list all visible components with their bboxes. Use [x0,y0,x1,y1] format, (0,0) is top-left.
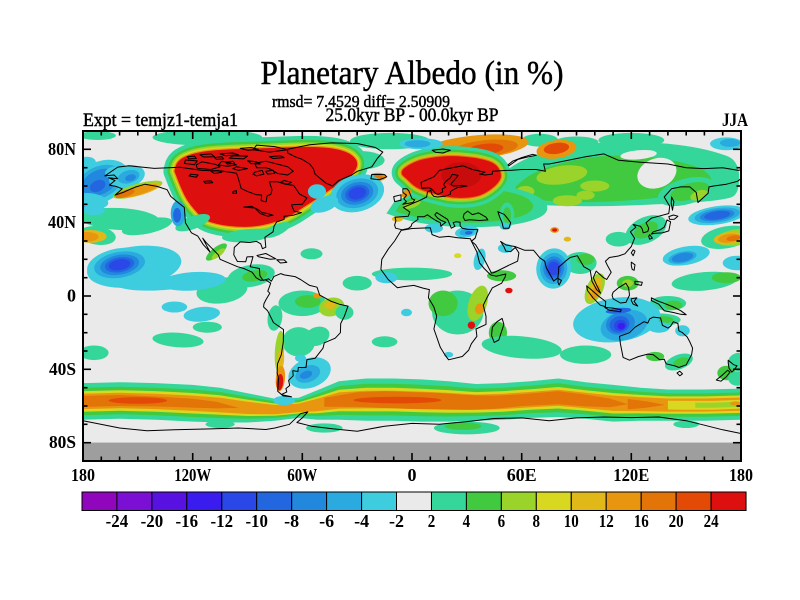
svg-text:12: 12 [599,511,614,531]
svg-text:80S: 80S [49,432,76,452]
svg-text:25.0kyr BP - 00.0kyr BP: 25.0kyr BP - 00.0kyr BP [326,105,499,126]
svg-text:-4: -4 [354,511,369,531]
svg-text:180: 180 [729,465,753,485]
svg-text:2: 2 [428,511,436,531]
svg-text:-10: -10 [245,511,268,531]
svg-text:60W: 60W [287,465,317,485]
svg-text:40N: 40N [48,212,76,232]
svg-text:60E: 60E [507,465,537,485]
svg-text:20: 20 [669,511,684,531]
svg-text:rmsd= 7.4529 diff= 2.50909: rmsd= 7.4529 diff= 2.50909 [272,92,450,111]
svg-text:JJA: JJA [722,110,748,131]
svg-text:-20: -20 [141,511,164,531]
svg-text:80N: 80N [48,139,76,159]
svg-text:120W: 120W [174,465,211,485]
svg-text:Planetary Albedo (in %): Planetary Albedo (in %) [261,55,564,92]
svg-text:4: 4 [463,511,471,531]
svg-text:24: 24 [704,511,719,531]
svg-text:-12: -12 [211,511,234,531]
svg-text:180: 180 [71,465,95,485]
svg-text:40S: 40S [49,359,76,379]
svg-text:0: 0 [408,465,417,485]
svg-text:-6: -6 [319,511,334,531]
svg-text:-2: -2 [389,511,404,531]
svg-text:Expt = temjz1-temja1: Expt = temjz1-temja1 [83,110,238,131]
svg-text:16: 16 [634,511,649,531]
svg-text:10: 10 [564,511,579,531]
svg-text:6: 6 [498,511,506,531]
svg-text:-16: -16 [176,511,199,531]
svg-text:0: 0 [67,286,76,306]
svg-text:8: 8 [533,511,541,531]
svg-text:120E: 120E [613,465,649,485]
svg-text:-8: -8 [284,511,299,531]
svg-text:-24: -24 [106,511,129,531]
